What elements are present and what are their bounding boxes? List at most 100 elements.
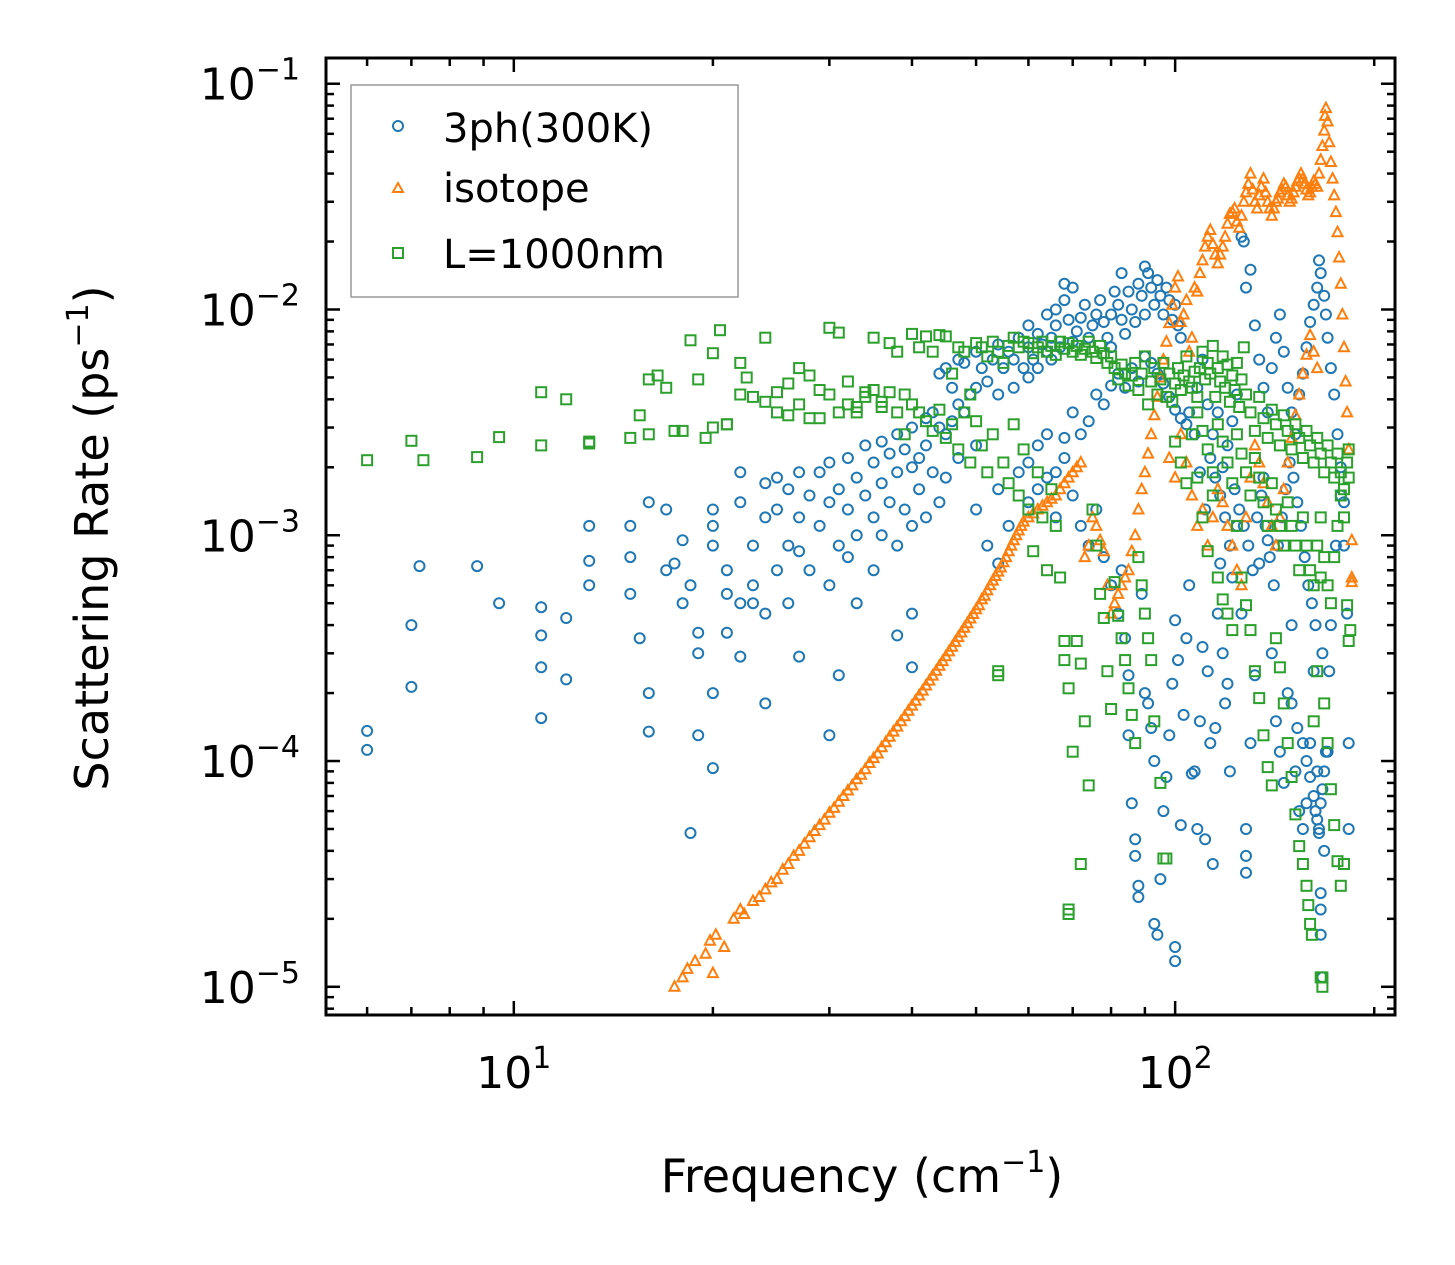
- legend-label-3ph: 3ph(300K): [443, 106, 653, 152]
- data-point: [1226, 624, 1239, 637]
- data-point: [1193, 715, 1206, 728]
- data-point: [1168, 469, 1182, 483]
- data-point: [1211, 255, 1225, 269]
- data-point: [1248, 665, 1261, 678]
- data-point: [720, 564, 733, 577]
- data-point: [684, 827, 697, 839]
- data-point: [946, 418, 959, 431]
- data-point: [1086, 503, 1099, 516]
- data-point: [1145, 281, 1158, 294]
- data-point: [1190, 518, 1204, 531]
- data-point: [1132, 277, 1145, 290]
- data-point: [771, 503, 783, 516]
- data-point: [1209, 722, 1222, 734]
- y-tick-label: 10−4: [200, 730, 300, 788]
- data-point: [1150, 389, 1165, 402]
- data-point: [1093, 532, 1107, 546]
- data-point: [1254, 179, 1268, 192]
- data-point: [1230, 519, 1243, 532]
- data-point: [1097, 398, 1110, 411]
- data-point: [939, 431, 952, 444]
- data-point: [1318, 844, 1331, 857]
- data-point: [624, 519, 637, 532]
- data-point: [1201, 665, 1214, 678]
- data-point: [1234, 577, 1249, 591]
- data-point: [405, 680, 418, 693]
- data-point: [1322, 134, 1336, 148]
- data-point: [1261, 761, 1274, 774]
- data-point: [997, 456, 1010, 469]
- data-point: [1340, 404, 1354, 418]
- data-point: [1129, 849, 1142, 862]
- data-point: [417, 454, 430, 467]
- data-point: [1219, 511, 1232, 524]
- data-point: [535, 386, 548, 399]
- data-point: [1318, 289, 1331, 302]
- data-point: [1041, 428, 1053, 441]
- data-point: [1324, 456, 1337, 469]
- data-point: [1132, 551, 1145, 564]
- data-point: [560, 612, 573, 624]
- data-point: [642, 373, 655, 386]
- data-point: [1169, 955, 1182, 968]
- data-point: [1129, 356, 1142, 369]
- data-point: [875, 477, 888, 490]
- data-point: [926, 466, 939, 479]
- data-point: [734, 356, 747, 369]
- data-point: [859, 390, 872, 403]
- data-point: [1316, 783, 1329, 796]
- data-point: [1239, 509, 1253, 523]
- data-point: [1221, 607, 1234, 620]
- data-point: [1196, 641, 1209, 653]
- data-point: [1147, 407, 1161, 421]
- data-point: [1142, 398, 1155, 411]
- data-point: [680, 961, 695, 974]
- data-point: [1318, 697, 1331, 710]
- data-point: [992, 388, 1005, 401]
- data-point: [1251, 511, 1264, 524]
- data-point: [1269, 331, 1282, 344]
- data-point: [1179, 292, 1194, 306]
- data-point: [1160, 852, 1173, 865]
- data-point: [1324, 154, 1338, 167]
- data-point: [1007, 381, 1020, 394]
- data-point: [1305, 928, 1318, 941]
- data-point: [1265, 403, 1278, 416]
- data-point: [1321, 579, 1334, 592]
- y-axis-title: Scattering Rate (ps−1): [61, 285, 119, 790]
- data-point: [734, 466, 747, 479]
- data-point: [850, 597, 863, 610]
- data-point: [1209, 390, 1222, 403]
- data-point: [1233, 503, 1246, 516]
- data-point: [841, 398, 854, 411]
- data-point: [1267, 200, 1281, 214]
- data-point: [709, 927, 723, 940]
- data-point: [1085, 509, 1100, 523]
- data-point: [1022, 371, 1035, 384]
- data-point: [1169, 435, 1182, 448]
- data-point: [720, 587, 733, 600]
- data-point: [793, 362, 806, 375]
- data-point: [964, 456, 977, 469]
- data-point: [706, 347, 719, 360]
- data-point: [1314, 152, 1328, 165]
- data-point: [1323, 665, 1336, 678]
- data-point: [1313, 827, 1325, 839]
- data-point: [1325, 170, 1340, 184]
- data-point: [1115, 267, 1128, 280]
- data-point: [1304, 439, 1317, 452]
- data-point: [1163, 729, 1176, 742]
- data-point: [703, 933, 717, 946]
- data-point: [1125, 303, 1138, 316]
- data-point: [1183, 406, 1196, 419]
- data-point: [875, 529, 888, 542]
- data-point: [883, 447, 896, 460]
- data-point: [1337, 339, 1351, 353]
- data-point: [1204, 452, 1217, 464]
- data-point: [1218, 229, 1232, 242]
- data-point: [1201, 537, 1215, 551]
- data-point: [958, 406, 971, 419]
- data-point: [1314, 797, 1327, 810]
